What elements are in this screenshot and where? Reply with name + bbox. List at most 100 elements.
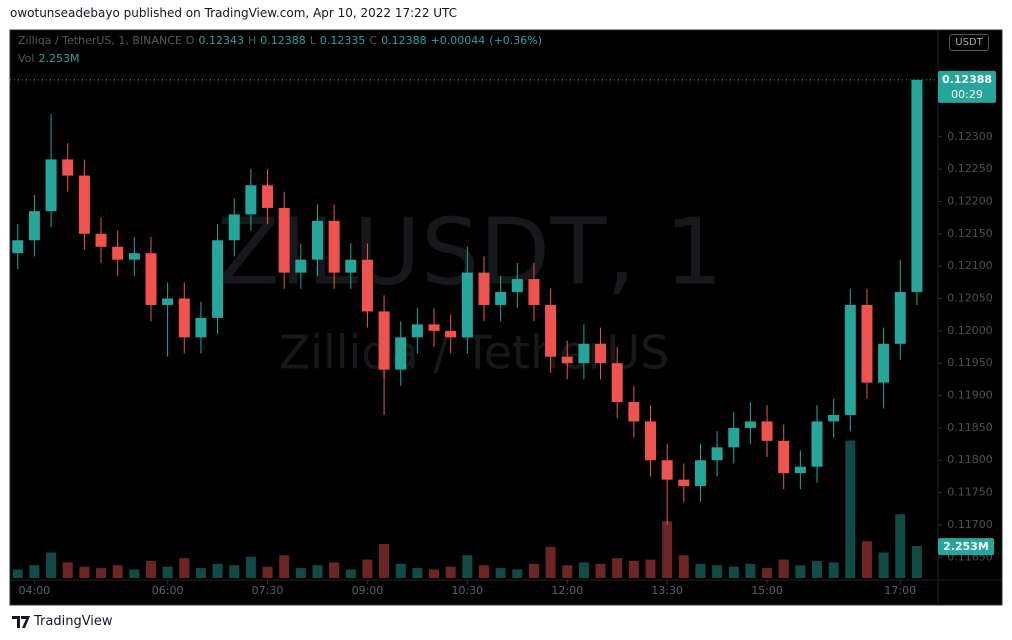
volume-bar (46, 552, 57, 578)
y-tick-label: 0.12250 (947, 162, 993, 175)
candle-body (495, 292, 507, 305)
volume-bar (295, 568, 306, 578)
candle-body (12, 240, 24, 254)
volume-bar (162, 566, 173, 578)
candle-body (395, 337, 407, 370)
y-tick-label: 0.11900 (947, 389, 993, 402)
candle-body (861, 304, 873, 383)
x-tick-label: 15:00 (751, 584, 783, 597)
candle-body (162, 298, 174, 305)
candle-body (678, 479, 690, 487)
candle-body (628, 402, 640, 422)
volume-bar (62, 562, 73, 578)
candle-body (461, 272, 473, 338)
legend-key: H (247, 34, 257, 47)
volume-bar (712, 565, 723, 578)
volume-bar (229, 565, 240, 578)
volume-bar (628, 561, 639, 578)
legend-value: 0.12388 (381, 34, 427, 47)
volume-bar (12, 569, 23, 578)
volume-bar (695, 563, 706, 578)
candle-body (645, 421, 656, 461)
candle-body (262, 185, 274, 208)
volume-bar (312, 565, 323, 578)
candle-body (128, 253, 140, 260)
legend-key: L (309, 34, 316, 47)
volume-bar (745, 563, 756, 578)
volume-bar (595, 563, 606, 578)
volume-bar (29, 565, 40, 578)
legend-key: O (185, 34, 195, 47)
volume-bar (395, 563, 406, 578)
candle-body (744, 421, 756, 428)
publisher: owotunseadebayo published on TradingView… (10, 6, 458, 20)
volume-bar (828, 562, 839, 578)
candle-body (278, 207, 290, 273)
volume-bar (778, 559, 789, 578)
y-tick-label: 0.11750 (947, 486, 993, 499)
candle-body (445, 330, 457, 338)
volume-bar (96, 568, 107, 578)
legend-value: 0.12335 (319, 34, 366, 47)
volume-value: 2.253M (38, 52, 80, 65)
volume-bar (478, 565, 489, 578)
candle-body (328, 220, 340, 273)
volume-bar (545, 546, 556, 578)
volume-bar (728, 566, 739, 578)
candle-body (28, 211, 40, 241)
volume-bar (412, 568, 423, 578)
brand: TradingView (34, 614, 113, 629)
symbol: Zilliqa / TetherUS, 1, BINANCE (18, 34, 182, 47)
candle-body (878, 343, 890, 383)
candle-body (361, 259, 373, 312)
candle-body (528, 279, 540, 305)
candle-body (378, 311, 390, 370)
y-tick-label: 0.11700 (947, 518, 993, 531)
x-tick-label: 17:00 (884, 584, 916, 597)
x-tick-label: 07:30 (252, 584, 284, 597)
volume-bar (345, 569, 356, 578)
volume-bar (429, 569, 440, 578)
volume-bar (578, 562, 589, 578)
candle-body (95, 233, 107, 247)
candle-body (145, 253, 157, 305)
chart-panel (9, 29, 1003, 606)
volume-bar (445, 566, 456, 578)
y-tick-label: 0.12100 (947, 259, 993, 272)
candle-body (844, 304, 856, 415)
legend-value: 0.12388 (260, 34, 306, 47)
volume-bar (895, 514, 906, 578)
candle-body (761, 421, 773, 441)
volume-bar (195, 568, 206, 578)
volume-bar (245, 556, 256, 578)
volume-bar (145, 561, 156, 578)
plot: 0.12300 0.12250 0.12200 0.12150 0.12100 0.120… (10, 70, 996, 597)
candle-body (345, 259, 357, 273)
volume-bar (528, 563, 539, 578)
volume-legend: Vol 2.253M (18, 52, 79, 65)
volume-bar (179, 558, 190, 578)
legend-key: C (369, 34, 378, 47)
volume-bar (645, 559, 656, 578)
watermark-subtitle: Zilliqa / TetherUS (279, 326, 670, 380)
currency-button[interactable]: USDT (949, 34, 989, 51)
volume-bar (495, 568, 506, 578)
legend-row: Zilliqa / TetherUS, 1, BINANCE O 0.12343 H… (18, 34, 542, 47)
candle-body (595, 343, 607, 364)
candle-body (511, 279, 523, 293)
x-tick-label: 12:00 (551, 584, 583, 597)
volume-bar (562, 565, 573, 578)
volume-bar (678, 555, 689, 578)
candle-body (195, 317, 207, 338)
volume-key: Vol (18, 52, 35, 65)
volume-bar (612, 558, 623, 578)
volume-bar (795, 565, 806, 578)
volume-bar (212, 563, 223, 578)
volume-bar (762, 568, 773, 578)
volume-bar (462, 555, 473, 578)
candle-body (894, 292, 906, 344)
candle-body (728, 427, 740, 448)
volume-bar (512, 569, 523, 578)
